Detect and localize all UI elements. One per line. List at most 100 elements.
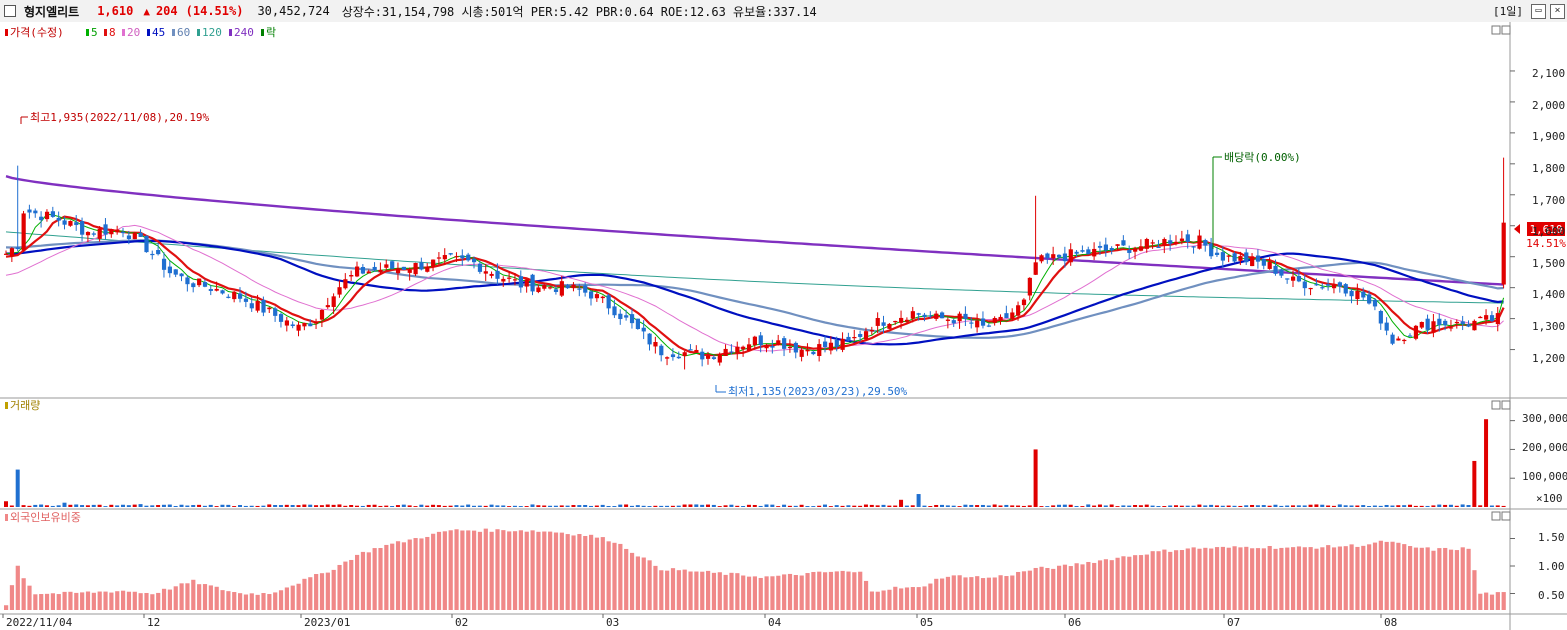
- volume-bar: [1255, 505, 1260, 507]
- volume-bar: [787, 505, 792, 507]
- volume-bar: [1408, 504, 1412, 507]
- foreign-ownership-bar: [869, 591, 874, 610]
- foreign-ownership-bar: [483, 528, 488, 610]
- foreign-ownership-bar: [472, 530, 477, 610]
- candle-body: [536, 287, 541, 292]
- volume-bar: [21, 505, 26, 507]
- candle-body: [126, 235, 132, 240]
- foreign-ownership-bar: [770, 576, 775, 610]
- volume-bar: [1092, 505, 1097, 507]
- volume-bar: [647, 506, 652, 507]
- legend-ex-div: 락: [266, 26, 276, 39]
- candle-body: [1472, 320, 1477, 331]
- x-label-06: 06: [1068, 616, 1081, 629]
- volume-bar: [618, 504, 623, 507]
- candle-body: [161, 258, 167, 270]
- candle-body: [74, 222, 79, 226]
- select-checkbox[interactable]: [4, 5, 16, 17]
- candle-body: [80, 221, 85, 235]
- stock-titlebar: 형지엘리트 1,610 ▲ 204 (14.51%) 30,452,724 상장…: [0, 0, 1567, 23]
- volume-bar: [1214, 505, 1219, 507]
- foreign-ownership-bar: [922, 586, 927, 610]
- x-axis-labels: 2022/11/04 12 2023/01 02 03 04 05 06 07 …: [6, 616, 1397, 629]
- foreign-ownership-bar: [220, 590, 225, 610]
- foreign-ownership-bar: [975, 576, 980, 610]
- foreign-ownership-bar: [957, 575, 962, 610]
- volume-panel-minimize-icon[interactable]: [1491, 400, 1501, 410]
- volume-bar: [1068, 504, 1073, 507]
- candle-body: [442, 255, 447, 260]
- foreign-ownership-bar: [103, 591, 108, 610]
- foreign-ownership-bar: [1267, 545, 1272, 610]
- candle-body: [355, 266, 360, 277]
- candle-body: [238, 293, 243, 299]
- candle-body: [957, 313, 962, 322]
- volume-panel-close-icon[interactable]: [1501, 400, 1511, 410]
- candle-body: [980, 318, 986, 326]
- volume-bar: [197, 504, 202, 507]
- volume-bar: [893, 505, 898, 507]
- volume-bar: [56, 505, 61, 507]
- foreign-ownership-bar: [893, 586, 898, 610]
- foreign-ownership-bar: [1162, 549, 1167, 610]
- foreign-ownership-bar: [1478, 593, 1483, 610]
- volume-bar: [1238, 505, 1243, 507]
- restore-icon[interactable]: ▭: [1531, 3, 1546, 19]
- price-panel-close-icon[interactable]: [1501, 25, 1511, 35]
- period-selector[interactable]: [1일]: [1493, 5, 1523, 18]
- foreign-ownership-bar: [1425, 547, 1430, 610]
- foreign-ownership-bar: [1413, 547, 1419, 610]
- volume-bar: [793, 505, 798, 507]
- price-panel-minimize-icon[interactable]: [1491, 25, 1501, 35]
- volume-bar: [770, 504, 775, 507]
- candle-body: [548, 287, 553, 289]
- foreign-ownership-bar: [741, 575, 746, 610]
- candle-body: [1232, 253, 1237, 262]
- price-legend: 가격(수정) 5 8 20 45 60 120 240 락: [5, 26, 276, 39]
- volume-bar: [1402, 505, 1407, 507]
- candle-body: [278, 314, 284, 322]
- candle-body: [694, 349, 699, 353]
- high-annotation: 최고1,935(2022/11/08),20.19%: [20, 111, 210, 124]
- x-label-07: 07: [1227, 616, 1240, 629]
- candle-body: [50, 211, 55, 217]
- volume-bar: [1390, 505, 1395, 507]
- candle-body: [881, 322, 886, 326]
- foreign-ownership-bar: [290, 585, 295, 610]
- foreign-ownership-bar: [904, 587, 910, 610]
- candle-body: [758, 335, 763, 346]
- volume-tick: 200,000: [1522, 441, 1567, 454]
- candle-body: [823, 341, 828, 348]
- foreign-ownership-bar: [243, 594, 249, 610]
- volume-bar: [881, 504, 886, 507]
- legend-ma60: 60: [177, 26, 190, 39]
- foreign-ownership-bar: [828, 571, 834, 610]
- candle-body: [910, 311, 915, 319]
- volume-bar: [1273, 504, 1278, 507]
- candle-body: [331, 296, 336, 307]
- foreign-ownership-bar: [1484, 592, 1489, 610]
- candle-body: [659, 345, 664, 356]
- volume-bar: [226, 504, 231, 507]
- foreign-panel-minimize-icon[interactable]: [1491, 511, 1501, 521]
- candle-body: [1355, 290, 1360, 300]
- volume-legend: 거래량: [5, 399, 40, 412]
- volume-bar: [1121, 505, 1126, 507]
- foreign-ownership-bar: [559, 532, 564, 610]
- foreign-ownership-bar: [1255, 548, 1261, 610]
- candle-body: [302, 322, 307, 327]
- volume-bar: [156, 505, 161, 507]
- foreign-panel-close-icon[interactable]: [1501, 511, 1511, 521]
- trade-volume: 30,452,724: [257, 4, 330, 18]
- foreign-ownership-bar: [1367, 544, 1372, 610]
- candle-body: [202, 282, 208, 287]
- foreign-ownership-bar: [85, 591, 91, 610]
- volume-bar: [249, 505, 254, 507]
- foreign-ownership-bar: [998, 575, 1003, 610]
- close-icon[interactable]: ×: [1550, 3, 1565, 19]
- candle-body: [191, 283, 196, 288]
- candle-body: [787, 346, 793, 349]
- candle-body: [1495, 313, 1500, 325]
- volume-bar: [1267, 505, 1272, 507]
- volume-bar: [202, 505, 207, 507]
